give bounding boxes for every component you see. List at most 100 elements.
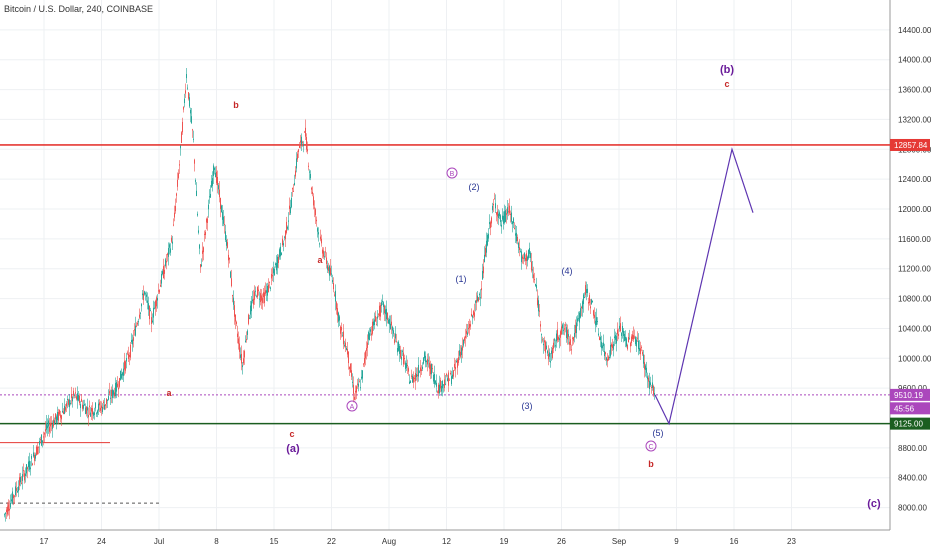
candle-body <box>272 275 273 277</box>
candle-body <box>172 241 173 244</box>
candle-body <box>161 273 162 284</box>
candle-body <box>263 292 264 298</box>
candle-body <box>539 310 540 312</box>
candle-body <box>9 508 10 511</box>
candle-body <box>324 256 325 258</box>
candle-body <box>450 372 451 375</box>
x-tick-label: Jul <box>154 537 164 546</box>
candle-body <box>137 322 138 325</box>
candle-body <box>140 312 141 314</box>
candle-body <box>196 190 197 197</box>
candle-body <box>400 349 401 358</box>
candle-body <box>505 210 506 222</box>
candle-body <box>78 395 79 401</box>
candle-body <box>177 179 178 187</box>
candle-body <box>152 320 153 323</box>
candle-body <box>310 173 311 179</box>
candle-body <box>170 248 171 253</box>
candle-body <box>193 138 194 140</box>
candle-body <box>235 314 236 322</box>
candle-body <box>250 305 251 315</box>
candle-body <box>270 287 271 289</box>
candle-body <box>635 337 636 345</box>
candle-body <box>571 349 572 351</box>
candle-body <box>511 212 512 222</box>
candle-body <box>311 187 312 190</box>
candle-body <box>241 353 242 364</box>
candle-body <box>586 289 587 293</box>
candle-body <box>117 383 118 387</box>
price-badge <box>890 388 930 401</box>
candle-body <box>19 477 20 486</box>
candle-body <box>351 370 352 377</box>
candle-body <box>18 486 19 492</box>
candle-body <box>52 424 53 429</box>
candle-body <box>191 116 192 123</box>
candle-body <box>611 344 612 347</box>
candle-body <box>374 319 375 326</box>
candle-body <box>437 391 438 393</box>
candle-body <box>302 141 303 143</box>
candle-body <box>521 251 522 263</box>
candle-body <box>65 407 66 411</box>
candle-body <box>508 211 509 213</box>
candle-body <box>36 446 37 456</box>
candle-body <box>578 318 579 320</box>
candle-body <box>212 178 213 186</box>
candle-body <box>399 345 400 354</box>
candle-body <box>430 364 431 375</box>
candle-body <box>291 197 292 208</box>
candle-body <box>288 220 289 222</box>
candle-body <box>105 404 106 406</box>
candle-body <box>472 315 473 318</box>
candle-body <box>277 256 278 268</box>
price-badge <box>890 402 930 415</box>
candle-body <box>260 293 261 303</box>
candle-body <box>502 215 503 220</box>
wave-label: (4) <box>562 266 573 276</box>
candle-body <box>25 473 26 476</box>
wave-label-circle <box>446 167 458 179</box>
candle-body <box>627 344 628 350</box>
candle-body <box>282 238 283 246</box>
candle-body <box>131 340 132 343</box>
candle-body <box>443 384 444 386</box>
candle-body <box>648 377 649 382</box>
candle-body <box>57 412 58 421</box>
candle-body <box>237 333 238 337</box>
candle-body <box>51 423 52 425</box>
candle-body <box>600 337 601 340</box>
candle-body <box>34 454 35 461</box>
wave-label: c <box>289 429 294 439</box>
candle-body <box>498 213 499 218</box>
candle-body <box>21 482 22 484</box>
candle-body <box>225 231 226 241</box>
candle-body <box>144 291 145 295</box>
candle-body <box>359 381 360 383</box>
candle-body <box>491 217 492 224</box>
candle-body <box>55 413 56 420</box>
candle-body <box>202 250 203 254</box>
wave-label-circle <box>645 440 657 452</box>
candle-body <box>599 337 600 341</box>
candle-body <box>229 257 230 260</box>
candle-body <box>208 204 209 210</box>
candle-body <box>569 341 570 345</box>
candle-body <box>394 339 395 343</box>
candle-body <box>419 371 420 373</box>
candle-body <box>83 404 84 409</box>
candle-body <box>54 420 55 425</box>
candle-body <box>178 173 179 179</box>
candle-body <box>523 257 524 259</box>
candle-body <box>409 381 410 384</box>
y-tick-label: 12000.00 <box>898 205 932 214</box>
candle-body <box>283 243 284 246</box>
candle-body <box>61 415 62 420</box>
candle-body <box>557 329 558 341</box>
candle-body <box>410 381 411 384</box>
candle-body <box>334 294 335 296</box>
candle-body <box>247 330 248 335</box>
candle-body <box>567 329 568 340</box>
candle-body <box>91 408 92 412</box>
